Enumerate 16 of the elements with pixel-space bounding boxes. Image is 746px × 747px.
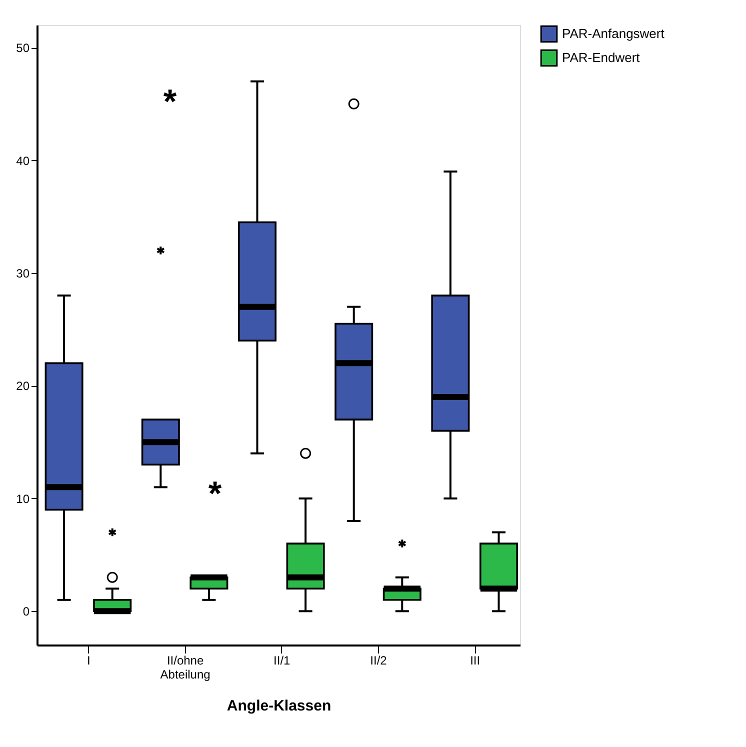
y-tick-label: 20 — [16, 379, 30, 394]
x-tick-label: II/2 — [370, 654, 388, 668]
y-tick-label: 0 — [22, 604, 30, 619]
y-tick-label: 50 — [16, 41, 30, 56]
x-tick-label: III — [470, 654, 480, 668]
y-tick-label: 10 — [16, 492, 30, 506]
legend-label: PAR-Anfangswert — [562, 26, 665, 41]
y-tick-label: 30 — [16, 266, 30, 280]
x-tick-label: II/1 — [274, 654, 291, 668]
annotation: * — [208, 475, 222, 513]
x-tick-label: II/ohne Abteilung — [160, 654, 210, 682]
y-tick-label: 40 — [16, 154, 30, 168]
legend-label: PAR-Endwert — [562, 50, 640, 65]
x-tick-label: I — [87, 654, 90, 668]
annotation: * — [163, 83, 178, 121]
x-axis-title: Angle-Klassen — [226, 698, 332, 714]
